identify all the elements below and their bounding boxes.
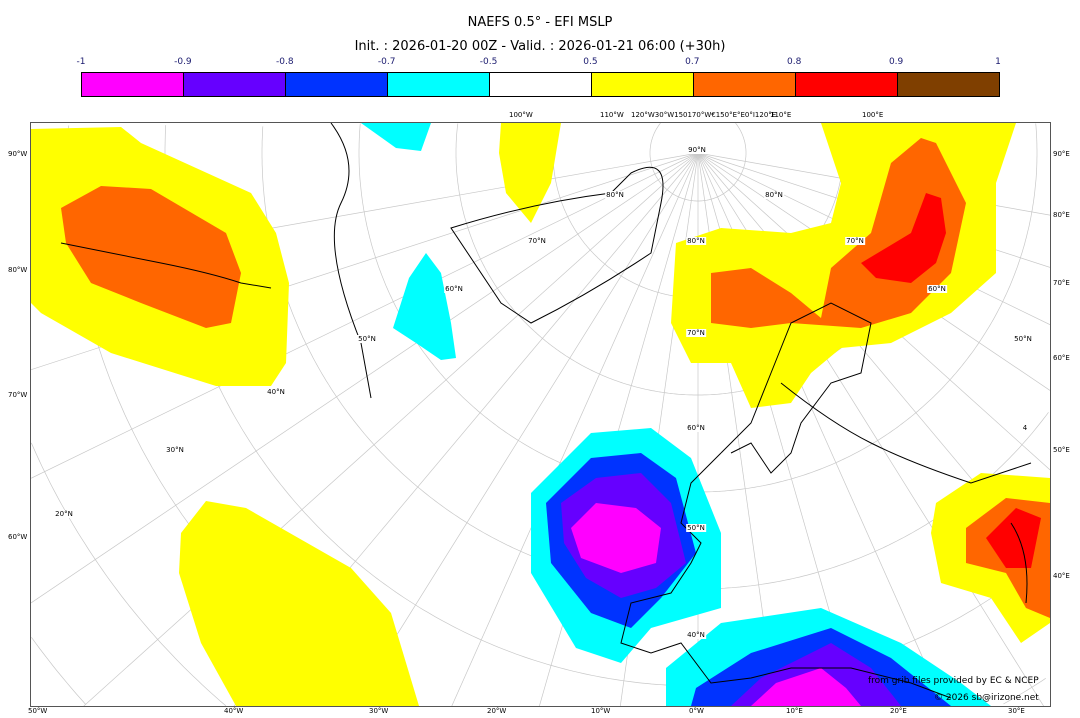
bottom-axis-label: 10°E <box>786 707 803 715</box>
latitude-label: 70°N <box>686 329 706 337</box>
latitude-label: 90°N <box>687 146 707 154</box>
latitude-label: 20°N <box>54 510 74 518</box>
left-axis-label: 80°W <box>8 266 28 274</box>
colorbar-swatch <box>490 73 592 96</box>
colorbar-tick-label: 1 <box>995 57 1001 67</box>
right-axis-label: 70°E <box>1053 279 1070 287</box>
right-axis-label: 60°E <box>1053 354 1070 362</box>
bottom-axis-label: 0°W <box>689 707 704 715</box>
top-axis-label: 120°W30°W150170°W€150°E°E0°I120°E <box>631 111 777 119</box>
region-red-caspian <box>986 508 1041 568</box>
latitude-label: 50°N <box>1013 335 1033 343</box>
latitude-line <box>31 637 86 705</box>
region-red-barents <box>861 193 946 283</box>
colorbar-tick-label: -1 <box>76 57 86 67</box>
colorbar-swatch <box>388 73 490 96</box>
bottom-axis-label: 30°E <box>1008 707 1025 715</box>
region-magenta-biscay <box>571 503 661 573</box>
colorbar-swatch <box>592 73 694 96</box>
bottom-axis-label: 40°W <box>224 707 244 715</box>
latitude-label: 60°N <box>927 285 947 293</box>
credit-source: from grib files provided by EC & NCEP <box>868 676 1039 686</box>
longitude-line <box>83 152 699 706</box>
colorbar-swatch <box>184 73 286 96</box>
latitude-line <box>31 442 227 706</box>
map-title: NAEFS 0.5° - EFI MSLP <box>467 15 613 30</box>
colorbar-tick-label: 0.5 <box>583 57 598 67</box>
longitude-line <box>31 152 699 604</box>
colorbar-swatch <box>286 73 388 96</box>
left-axis-label: 70°W <box>8 391 28 399</box>
region-cyan-greenland-sea <box>361 123 431 151</box>
colorbar-tick-label: 0.8 <box>787 57 802 67</box>
top-axis-label: 110°W <box>600 111 624 119</box>
colorbar-tick-label: 0.9 <box>888 57 904 67</box>
region-orange-north-canada <box>61 186 241 328</box>
latitude-label: 60°N <box>444 285 464 293</box>
right-axis-label: 90°E <box>1053 150 1070 158</box>
efi-regions <box>31 123 1050 706</box>
latitude-label: 80°N <box>605 191 625 199</box>
latitude-line <box>649 123 747 202</box>
region-cyan-labrador <box>393 253 456 360</box>
latitude-label: 80°N <box>686 237 706 245</box>
colorbar-swatch <box>796 73 898 96</box>
latitude-label: 4 <box>1021 424 1029 432</box>
top-axis-label: 100°E <box>862 111 884 119</box>
colorbar-tick-label: -0.9 <box>174 57 192 67</box>
right-axis-label: 50°E <box>1053 446 1070 454</box>
longitude-line <box>31 152 699 479</box>
latitude-label: 80°N <box>764 191 784 199</box>
efi-map <box>30 122 1051 707</box>
bottom-axis-label: 20°E <box>890 707 907 715</box>
latitude-label: 30°N <box>165 446 185 454</box>
colorbar <box>81 72 1000 97</box>
latitude-label: 50°N <box>357 335 377 343</box>
region-yellow-hudson <box>499 123 561 223</box>
top-axis-label: 110°E <box>770 111 792 119</box>
left-axis-label: 60°W <box>8 533 28 541</box>
colorbar-swatch <box>82 73 184 96</box>
bottom-axis-label: 10°W <box>591 707 611 715</box>
colorbar-swatch <box>694 73 796 96</box>
longitude-line <box>352 152 699 706</box>
coastlines <box>60 123 1032 699</box>
colorbar-tick-label: -0.7 <box>377 57 396 67</box>
bottom-axis-label: 50°W <box>28 707 48 715</box>
latitude-label: 60°N <box>686 424 706 432</box>
map-subtitle: Init. : 2026-01-20 00Z - Valid. : 2026-0… <box>354 39 726 54</box>
right-axis-label: 80°E <box>1053 211 1070 219</box>
colorbar-swatch <box>898 73 999 96</box>
top-axis-label: 100°W <box>509 111 533 119</box>
bottom-axis-label: 20°W <box>487 707 507 715</box>
colorbar-tick-label: 0.7 <box>685 57 700 67</box>
colorbar-tick-label: -0.8 <box>275 57 294 67</box>
credit-copyright: © 2026 sb@irizone.net <box>934 693 1039 703</box>
latitude-label: 50°N <box>686 524 706 532</box>
longitude-line <box>451 152 699 706</box>
latitude-label: 40°N <box>686 631 706 639</box>
left-axis-label: 90°W <box>8 150 28 158</box>
colorbar-tick-label: -0.5 <box>479 57 498 67</box>
right-axis-label: 40°E <box>1053 572 1070 580</box>
region-yellow-atlantic <box>179 501 419 706</box>
bottom-axis-label: 30°W <box>369 707 389 715</box>
region-magenta-med <box>751 668 861 706</box>
latitude-label: 70°N <box>527 237 547 245</box>
latitude-label: 40°N <box>266 388 286 396</box>
latitude-label: 70°N <box>845 237 865 245</box>
